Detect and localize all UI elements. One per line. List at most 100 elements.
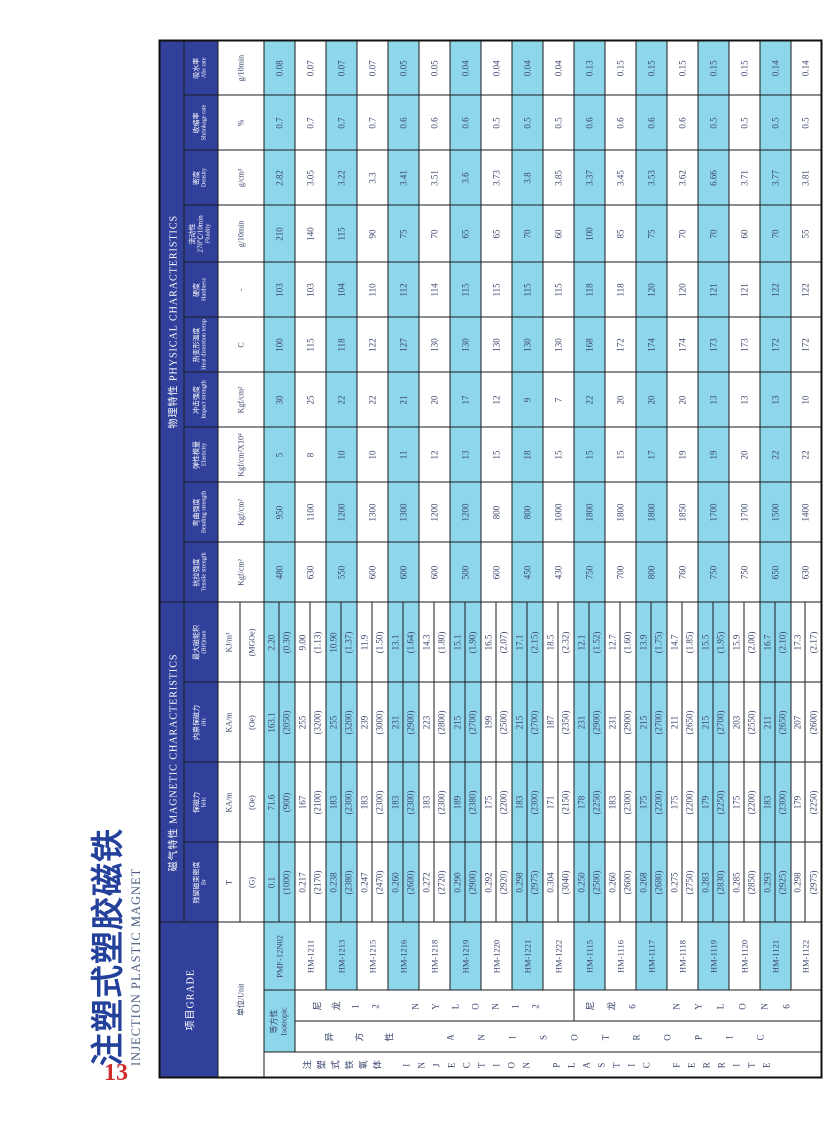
value-cell: 5 xyxy=(263,427,295,483)
value-cell: 10.90 (1.37) xyxy=(325,602,357,683)
table-row: HM-1118 0.275 (2750) 175 (2200) 211 (2650) 14.7… xyxy=(666,40,698,1077)
value-cell: 100 xyxy=(263,317,295,373)
value-primary: 199 xyxy=(481,682,496,762)
column-header: 最大磁能积 (BH)max xyxy=(183,602,218,683)
value-primary: 183 xyxy=(419,762,434,842)
value-primary: 239 xyxy=(357,682,372,762)
value-cell: 121 xyxy=(697,262,729,318)
value-cell: 100 xyxy=(573,205,605,263)
column-header-en: Impact strength xyxy=(201,380,208,420)
value-cell: 0.5 xyxy=(480,95,512,151)
value-primary: 0.298 xyxy=(512,842,527,922)
value-cell: 3.62 xyxy=(666,150,698,206)
value-cell: 0.304 (3040) xyxy=(542,842,574,923)
value-primary: 0.283 xyxy=(698,842,713,922)
value-cell: 0.292 (2920) xyxy=(480,842,512,923)
column-header-en: Abs rate xyxy=(201,57,208,79)
value-secondary: (2300) xyxy=(436,790,447,815)
value-secondary: (2200) xyxy=(498,790,509,815)
value-cell: 110 xyxy=(356,262,388,318)
nylon6-band: 尼龙6 NYLON6 xyxy=(573,990,822,1022)
value-cell: 14.7 (1.85) xyxy=(666,602,698,683)
value-cell: 12.7 (1.60) xyxy=(604,602,636,683)
value-cell: 112 xyxy=(387,262,419,318)
value-primary: 0.217 xyxy=(295,842,310,922)
value-cell: 231 (2900) xyxy=(387,682,419,763)
value-cell: 13.1 (1.64) xyxy=(387,602,419,683)
value-cell: 13 xyxy=(728,372,760,428)
value-secondary: (1.64) xyxy=(405,631,416,654)
value-cell: 115 xyxy=(294,317,326,373)
value-cell: 70 xyxy=(697,205,729,263)
value-cell: 174 xyxy=(666,317,698,373)
value-cell: 1400 xyxy=(790,482,822,543)
value-cell: 13 xyxy=(759,372,791,428)
value-secondary: (2975) xyxy=(808,870,819,895)
grade-cell: HM-1218 xyxy=(418,922,450,991)
value-secondary: (2650) xyxy=(777,710,788,735)
value-primary: 16.5 xyxy=(481,602,496,682)
value-secondary: (2.07) xyxy=(498,631,509,654)
value-cell: 0.285 (2850) xyxy=(728,842,760,923)
page-subtitle: INJECTION PLASTIC MAGNET xyxy=(129,867,144,1066)
value-cell: 0.05 xyxy=(418,40,450,96)
value-secondary: (2500) xyxy=(591,870,602,895)
value-cell: 6.66 xyxy=(697,150,729,206)
value-secondary: (2200) xyxy=(746,790,757,815)
value-cell: 15.5 (1.95) xyxy=(697,602,729,683)
value-cell: 1000 xyxy=(542,482,574,543)
table-row: HM-1221 0.298 (2975) 183 (2300) 215 (2700) 17.1… xyxy=(511,40,543,1077)
value-cell: 0.14 xyxy=(759,40,791,96)
value-cell: 215 (2700) xyxy=(635,682,667,763)
value-cell: 18.5 (2.32) xyxy=(542,602,574,683)
value-primary: 0.260 xyxy=(388,842,403,922)
value-secondary: (2600) xyxy=(622,870,633,895)
value-secondary: (2.32) xyxy=(560,631,571,654)
value-secondary: (2100) xyxy=(312,790,323,815)
title-block: 注塑式塑胶磁铁 INJECTION PLASTIC MAGNET xyxy=(91,828,153,1066)
value-cell: 255 (3200) xyxy=(325,682,357,763)
value-cell: 118 xyxy=(604,262,636,318)
value-cell: 650 xyxy=(759,542,791,603)
value-primary: 2.20 xyxy=(264,602,279,682)
rotated-table-sheet: 项目GRADE 磁气特性 MAGNETIC CHARACTERISTICS 物理特性… xyxy=(158,39,823,1079)
value-cell: 20 xyxy=(666,372,698,428)
value-cell: 3.37 xyxy=(573,150,605,206)
data-table: 项目GRADE 磁气特性 MAGNETIC CHARACTERISTICS 物理特性… xyxy=(158,39,823,1079)
value-cell: 70 xyxy=(666,205,698,263)
value-cell: 3.6 xyxy=(449,150,481,206)
value-secondary: (1.90) xyxy=(467,631,478,654)
value-cell: 175 (2200) xyxy=(635,762,667,843)
grade-cell: HM-1115 xyxy=(573,922,605,991)
value-cell: 0.05 xyxy=(387,40,419,96)
value-cell: 3.22 xyxy=(325,150,357,206)
value-cell: 0.15 xyxy=(604,40,636,96)
unit-secondary: (MGOe) xyxy=(247,628,257,657)
value-secondary: (1.60) xyxy=(622,631,633,654)
table-row: HM-1216 0.260 (2600) 183 (2300) 231 (2900) 13.1… xyxy=(387,40,419,1077)
value-cell: 600 xyxy=(356,542,388,603)
value-cell: 183 (2300) xyxy=(418,762,450,843)
value-secondary: (2920) xyxy=(498,870,509,895)
value-cell: 175 (2200) xyxy=(728,762,760,843)
value-cell: 22 xyxy=(759,427,791,483)
value-cell: 168 xyxy=(573,317,605,373)
value-secondary: (2300) xyxy=(622,790,633,815)
column-header-en: bHc xyxy=(201,797,208,808)
value-cell: 122 xyxy=(759,262,791,318)
value-cell: 19 xyxy=(666,427,698,483)
value-cell: 500 xyxy=(449,542,481,603)
value-cell: 187 (2350) xyxy=(542,682,574,763)
value-cell: 600 xyxy=(387,542,419,603)
value-primary: 175 xyxy=(667,762,682,842)
value-cell: 0.250 (2500) xyxy=(573,842,605,923)
value-secondary: (1.75) xyxy=(653,631,664,654)
value-cell: 231 (2900) xyxy=(573,682,605,763)
value-cell: 189 (2380) xyxy=(449,762,481,843)
value-secondary: (2900) xyxy=(622,710,633,735)
unit-cell: C xyxy=(217,317,264,373)
value-primary: 16.7 xyxy=(760,602,775,682)
nylon6-band-label: 尼龙6 NYLON6 xyxy=(585,1001,804,1012)
column-header-en: Br xyxy=(201,879,208,886)
value-primary: 175 xyxy=(729,762,744,842)
